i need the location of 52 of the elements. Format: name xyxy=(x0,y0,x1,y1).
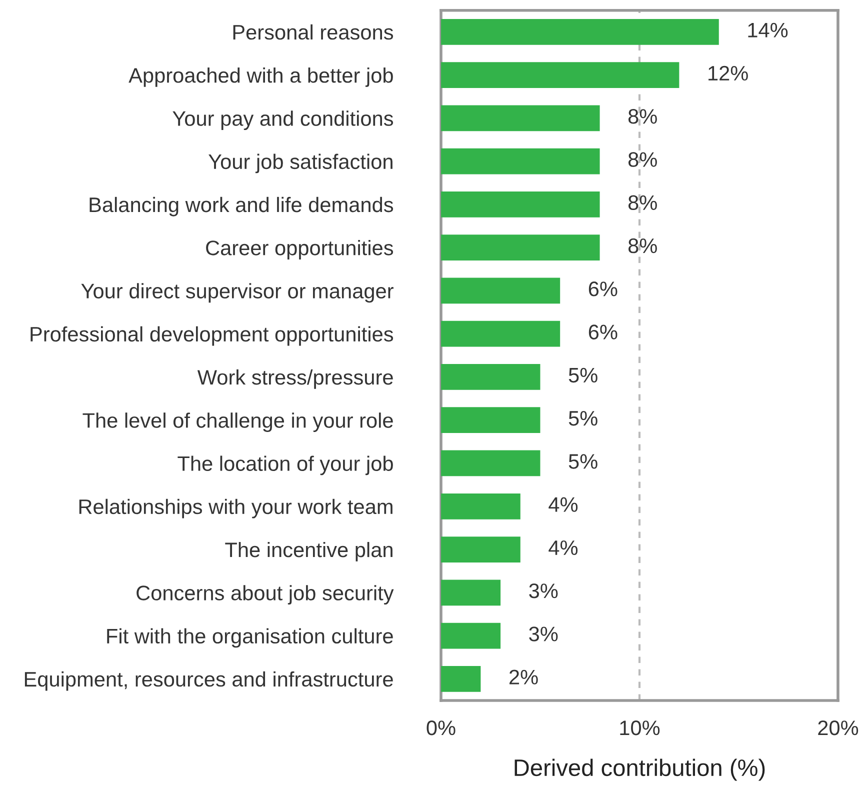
data-label: 3% xyxy=(529,583,558,598)
y-tick-label: Concerns about job security xyxy=(136,585,394,605)
y-tick-label: Career opportunities xyxy=(206,240,394,260)
bar xyxy=(440,407,540,434)
data-label: 12% xyxy=(708,66,748,81)
x-tick-label: 10% xyxy=(620,720,660,736)
bar xyxy=(440,320,560,347)
data-label: 5% xyxy=(568,411,598,426)
x-axis-title: Derived contribution (%) xyxy=(514,758,765,781)
data-label: 8% xyxy=(628,152,657,167)
x-tick-label: 20% xyxy=(818,720,858,736)
y-tick-label: Professional development opportunities xyxy=(30,326,394,346)
data-label: 14% xyxy=(748,22,788,38)
data-label: 2% xyxy=(510,670,538,684)
data-label: 8% xyxy=(628,238,657,254)
bar xyxy=(440,105,600,132)
data-label: 4% xyxy=(548,540,578,556)
data-label: 8% xyxy=(628,109,657,124)
data-label: 8% xyxy=(628,195,657,210)
y-tick-label: Approached with a better job xyxy=(128,68,393,87)
data-label: 6% xyxy=(588,282,618,296)
bar xyxy=(440,493,520,520)
y-tick-label: Work stress/pressure xyxy=(197,369,393,389)
bar xyxy=(440,622,501,649)
data-label: 3% xyxy=(529,626,558,642)
bar xyxy=(440,278,560,304)
bar xyxy=(440,148,600,174)
y-tick-label: Equipment, resources and infrastructure xyxy=(24,671,393,691)
data-label: 6% xyxy=(588,324,618,340)
bar xyxy=(440,62,680,88)
y-tick-label: The level of challenge in your role xyxy=(82,412,393,432)
y-tick-label: Your job satisfaction xyxy=(208,154,392,174)
bar xyxy=(440,536,520,562)
y-tick-label: Balancing work and life demands xyxy=(90,196,394,216)
bar xyxy=(440,18,719,45)
bar xyxy=(440,234,600,261)
y-tick-label: Relationships with your work team xyxy=(79,498,392,518)
bar xyxy=(440,580,501,606)
y-tick-label: The location of your job xyxy=(178,456,393,476)
data-label: 5% xyxy=(568,368,598,383)
y-tick-label: Your pay and conditions xyxy=(172,110,394,130)
y-tick-label: The incentive plan xyxy=(225,542,392,562)
y-tick-label: Personal reasons xyxy=(233,24,394,40)
y-tick-label: Fit with the organisation culture xyxy=(107,628,393,648)
data-label: 4% xyxy=(548,497,578,512)
bar xyxy=(440,666,481,692)
x-tick-label: 0% xyxy=(426,720,456,736)
y-tick-label: Your direct supervisor or manager xyxy=(81,283,394,303)
bar xyxy=(440,364,540,390)
bar xyxy=(440,192,600,218)
bar xyxy=(440,450,540,476)
data-label: 5% xyxy=(568,454,598,469)
